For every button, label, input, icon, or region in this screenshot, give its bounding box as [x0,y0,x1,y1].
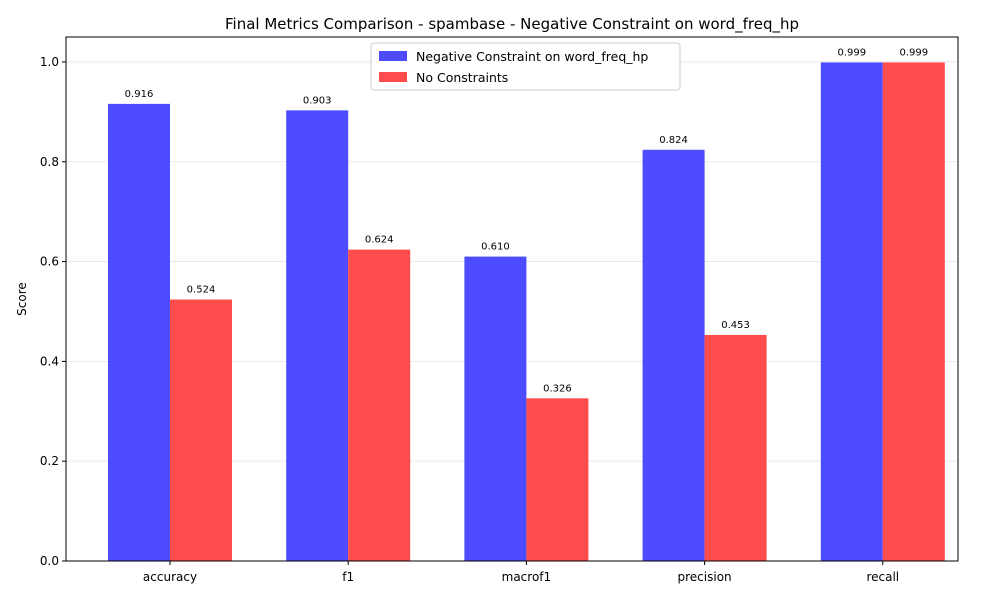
x-tick-label: accuracy [143,570,197,584]
y-axis: 0.0 0.2 0.4 0.6 0.8 1.0 [40,55,66,568]
bar-value-label: 0.453 [721,320,750,331]
bar [170,299,232,561]
bar-value-label: 0.524 [187,284,216,295]
legend-entry: No Constraints [416,70,508,85]
y-tick-label: 0.2 [40,454,59,468]
bar [882,62,945,562]
bars [108,62,945,562]
bar [286,110,349,562]
x-tick-label: macrof1 [502,570,552,584]
x-tick-label: recall [866,570,899,584]
bar [526,398,589,561]
bar [464,256,527,561]
legend: Negative Constraint on word_freq_hp No Co… [370,42,681,91]
bar-value-label: 0.624 [365,235,394,246]
legend-entry: Negative Constraint on word_freq_hp [416,49,648,64]
chart-title: Final Metrics Comparison - spambase - Ne… [225,15,799,34]
x-axis: accuracy f1 macrof1 precision recall [143,561,899,584]
legend-box [370,42,681,91]
x-tick-label: precision [678,570,732,584]
y-tick-label: 1.0 [40,55,59,69]
y-tick-label: 0.0 [40,554,59,568]
bar [704,334,767,561]
legend-swatch [379,72,407,82]
bar [108,103,170,562]
bar-value-label: 0.610 [481,242,510,253]
x-tick-label: f1 [342,570,354,584]
y-tick-label: 0.4 [40,354,59,368]
bar-labels: 0.916 0.524 0.903 0.624 0.610 0.326 0.824 0.453… [125,47,928,394]
y-tick-label: 0.6 [40,255,59,269]
bar [642,149,705,561]
legend-swatch [379,51,407,61]
bar-value-label: 0.999 [899,47,928,58]
bar [820,62,883,562]
y-axis-label: Score [15,282,29,316]
bar-value-label: 0.326 [543,383,572,394]
y-tick-label: 0.8 [40,155,59,169]
bar-value-label: 0.916 [125,89,154,100]
bar [348,249,411,561]
bar-value-label: 0.824 [659,135,688,146]
plot-frame [65,36,959,562]
bar-value-label: 0.999 [837,47,866,58]
bar-value-label: 0.903 [303,95,332,106]
